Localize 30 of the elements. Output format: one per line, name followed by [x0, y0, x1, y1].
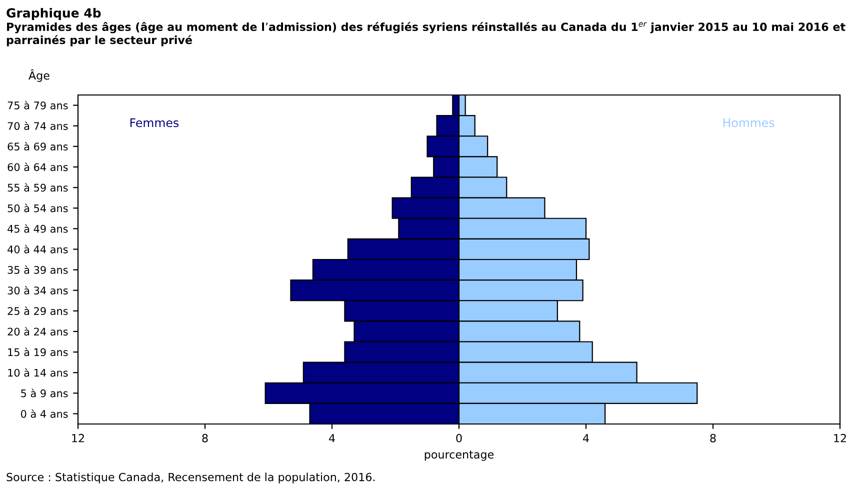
x-tick-label: 8: [710, 434, 716, 442]
y-tick-label: 15 à 19 ans: [8, 348, 68, 356]
y-tick-label: 5 à 9 ans: [21, 388, 68, 398]
text: Pyramides des âges (âge au moment de l’admission) des réfugiés syriens réinstallés au Canada du 1$^{er}$ janvier 2015 au 10 mai 2016 et parrainés par le secteur privé: [6, 22, 846, 46]
x-tick-label: 8: [202, 434, 208, 442]
x-tick-label: 0: [456, 434, 462, 442]
y-tick-label: 70 à 74 ans: [8, 121, 68, 130]
x-tick-label: 4: [583, 434, 589, 442]
y-tick-label: 0 à 4 ans: [20, 409, 68, 418]
y-tick-label: 25 à 29 ans: [8, 306, 68, 316]
source-note: Source : Statistique Canada, Recensement de la population, 2016.: [6, 472, 375, 484]
x-axis-title: pourcentage: [424, 450, 494, 461]
chart-title: Graphique 4b: [6, 8, 101, 20]
y-tick-label: 65 à 69 ans: [8, 142, 68, 151]
y-tick-label: 10 à 14 ans: [8, 368, 68, 377]
y-tick-label: 55 à 59 ans: [8, 183, 68, 192]
x-tick-label: 4: [329, 434, 335, 442]
text: Hommes: [723, 118, 774, 128]
y-tick-label: 40 à 44 ans: [8, 244, 68, 254]
y-tick-label: 45 à 49 ans: [8, 224, 68, 233]
y-axis-title: Âge: [28, 69, 50, 82]
y-tick-label: 50 à 54 ans: [8, 204, 68, 212]
text: Femmes: [130, 118, 179, 128]
y-tick-label: 20 à 24 ans: [8, 327, 68, 336]
y-tick-label: 35 à 39 ans: [8, 265, 68, 274]
y-tick-label: 30 à 34 ans: [8, 286, 68, 294]
x-tick-label: 12: [72, 434, 84, 442]
x-tick-label: 12: [834, 434, 846, 442]
y-tick-label: 60 à 64 ans: [8, 162, 68, 172]
y-tick-label: 75 à 79 ans: [8, 100, 68, 110]
